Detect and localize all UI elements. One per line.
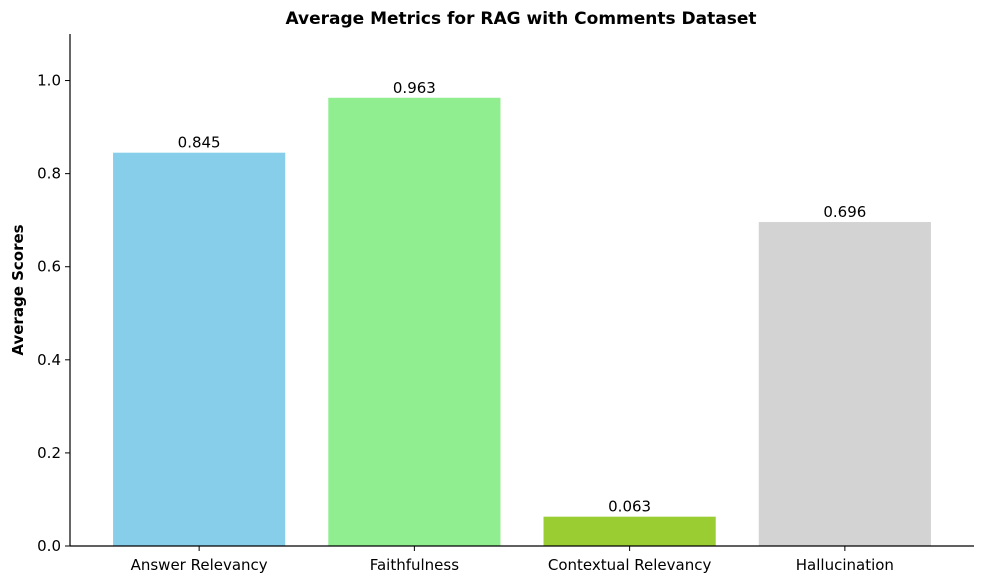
bar-contextual-relevancy: [543, 516, 716, 546]
x-tick-label: Answer Relevancy: [131, 556, 268, 574]
y-axis-label: Average Scores: [9, 224, 27, 355]
bar-hallucination: [758, 222, 931, 546]
value-labels-group: 0.845 0.963 0.063 0.696: [178, 79, 867, 516]
bar-value-label: 0.063: [608, 498, 651, 516]
chart-title: Average Metrics for RAG with Comments Da…: [285, 9, 756, 29]
bar-answer-relevancy: [113, 152, 286, 546]
bar-value-label: 0.696: [823, 203, 866, 221]
x-axis-ticks: Answer Relevancy Faithfulness Contextual R…: [131, 546, 894, 574]
y-tick-label: 0.8: [37, 165, 61, 183]
bar-value-label: 0.845: [178, 134, 221, 152]
x-tick-label: Hallucination: [796, 556, 894, 574]
bar-faithfulness: [328, 97, 501, 546]
y-tick-label: 1.0: [37, 72, 61, 90]
y-tick-label: 0.2: [37, 444, 61, 462]
x-tick-label: Faithfulness: [370, 556, 460, 574]
y-axis-ticks: 0.0 0.2 0.4 0.6 0.8 1.0: [37, 72, 70, 555]
y-tick-label: 0.6: [37, 258, 61, 276]
bars-group: [113, 97, 931, 546]
x-tick-label: Contextual Relevancy: [548, 556, 712, 574]
y-tick-label: 0.4: [37, 351, 61, 369]
y-tick-label: 0.0: [37, 537, 61, 555]
bar-value-label: 0.963: [393, 79, 436, 97]
